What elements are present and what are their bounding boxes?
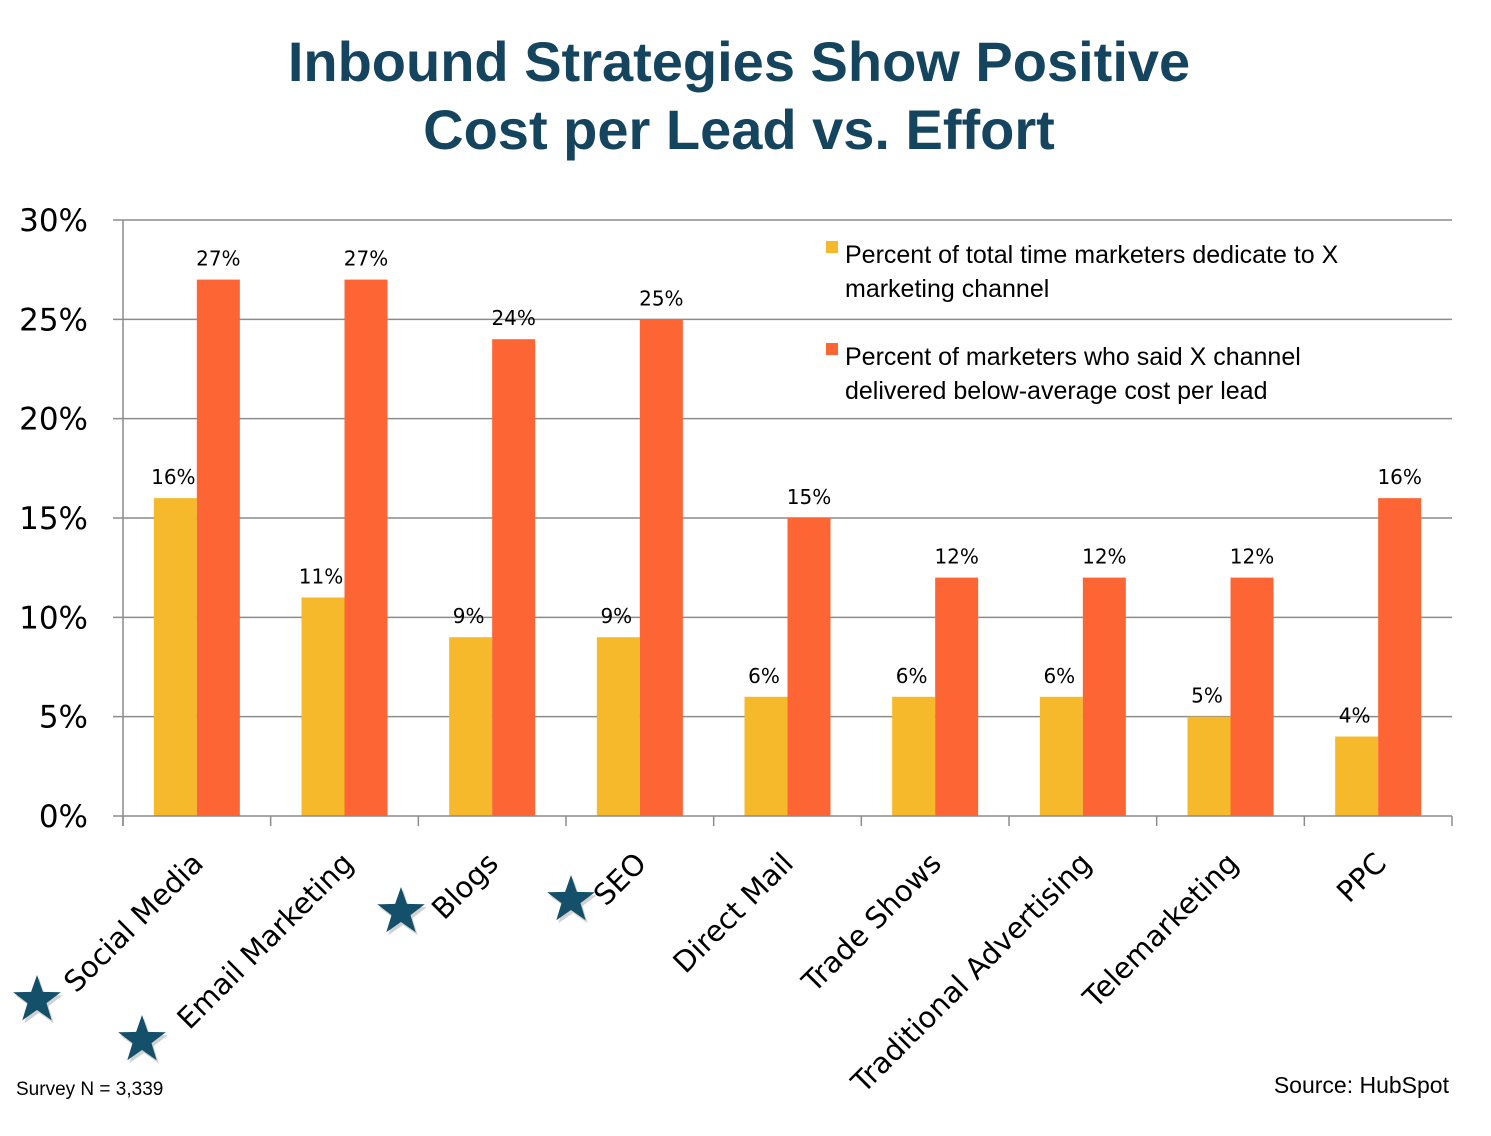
x-category-label: PPC bbox=[1330, 846, 1393, 909]
bar-time-dedicated bbox=[1187, 716, 1231, 816]
bar-below-avg-cost bbox=[787, 518, 831, 816]
data-label: 12% bbox=[934, 545, 978, 569]
x-category-label: SEO bbox=[587, 846, 653, 912]
y-tick-label: 20% bbox=[19, 402, 88, 438]
legend-label: delivered below-average cost per lead bbox=[845, 377, 1267, 405]
star-icon bbox=[547, 875, 595, 921]
bar-below-avg-cost bbox=[1230, 577, 1274, 816]
data-label: 12% bbox=[1082, 545, 1126, 569]
bar-time-dedicated bbox=[744, 696, 788, 816]
data-label: 27% bbox=[344, 247, 388, 271]
bar-below-avg-cost bbox=[935, 577, 979, 816]
bar-below-avg-cost bbox=[1378, 498, 1422, 816]
x-category-label: Traditional Advertising bbox=[844, 846, 1098, 1100]
chart-title: Inbound Strategies Show Positive Cost pe… bbox=[0, 28, 1478, 164]
bar-time-dedicated bbox=[1335, 736, 1379, 816]
data-label: 9% bbox=[600, 604, 632, 628]
y-tick-label: 5% bbox=[39, 700, 88, 736]
y-tick-label: 25% bbox=[19, 302, 88, 338]
x-category-label: Blogs bbox=[425, 846, 505, 926]
data-label: 9% bbox=[453, 604, 485, 628]
bar-below-avg-cost bbox=[492, 339, 536, 816]
x-category-label: Social Media bbox=[57, 846, 210, 999]
x-category-label: Trade Shows bbox=[795, 846, 948, 999]
data-label: 5% bbox=[1191, 684, 1223, 708]
survey-footnote: Survey N = 3,339 bbox=[16, 1079, 164, 1100]
legend-label: Percent of total time marketers dedicate… bbox=[845, 241, 1339, 269]
data-label: 4% bbox=[1339, 704, 1371, 728]
data-label: 25% bbox=[639, 286, 683, 310]
data-label: 6% bbox=[1043, 664, 1075, 688]
data-label: 15% bbox=[787, 485, 831, 509]
data-label: 6% bbox=[748, 664, 780, 688]
x-category-label: Telemarketing bbox=[1076, 846, 1245, 1015]
bar-time-dedicated bbox=[449, 637, 493, 816]
chart-title-line-2: Cost per Lead vs. Effort bbox=[423, 98, 1055, 161]
bar-below-avg-cost bbox=[1082, 577, 1126, 816]
legend-label: Percent of marketers who said X channel bbox=[845, 343, 1301, 371]
bar-below-avg-cost bbox=[344, 279, 388, 817]
bar-time-dedicated bbox=[153, 498, 197, 816]
data-label: 16% bbox=[1377, 465, 1421, 489]
bar-time-dedicated bbox=[301, 597, 345, 816]
star-icon bbox=[118, 1015, 166, 1061]
data-labels: 16% 11% 9% 9% 6% 6% 6% 5% 4% 27% 27% 24% 25% 15% 12% 12… bbox=[151, 247, 1422, 728]
y-tick-label: 30% bbox=[19, 203, 88, 239]
y-tick-label: 0% bbox=[39, 799, 88, 835]
bar-time-dedicated bbox=[892, 696, 936, 816]
y-tick-label: 15% bbox=[19, 501, 88, 537]
legend-label: marketing channel bbox=[845, 275, 1049, 303]
x-category-label: Direct Mail bbox=[666, 846, 800, 980]
source-note: Source: HubSpot bbox=[1273, 1072, 1449, 1098]
legend: Percent of total time marketers dedicate… bbox=[826, 241, 1339, 405]
star-icon bbox=[377, 887, 425, 933]
bar-time-dedicated bbox=[596, 637, 640, 816]
bar-below-avg-cost bbox=[196, 279, 240, 817]
data-label: 11% bbox=[299, 564, 343, 588]
y-tick-label: 10% bbox=[19, 600, 88, 636]
bar-below-avg-cost bbox=[639, 319, 683, 816]
star-icon bbox=[13, 975, 61, 1021]
legend-swatch bbox=[826, 241, 838, 253]
data-label: 16% bbox=[151, 465, 195, 489]
legend-swatch bbox=[826, 343, 838, 355]
chart-title-line-1: Inbound Strategies Show Positive bbox=[287, 30, 1191, 93]
data-label: 24% bbox=[491, 306, 535, 330]
bar-time-dedicated bbox=[1039, 696, 1083, 816]
bars bbox=[153, 279, 1422, 817]
data-label: 6% bbox=[896, 664, 928, 688]
data-label: 12% bbox=[1230, 545, 1274, 569]
data-label: 27% bbox=[196, 247, 240, 271]
